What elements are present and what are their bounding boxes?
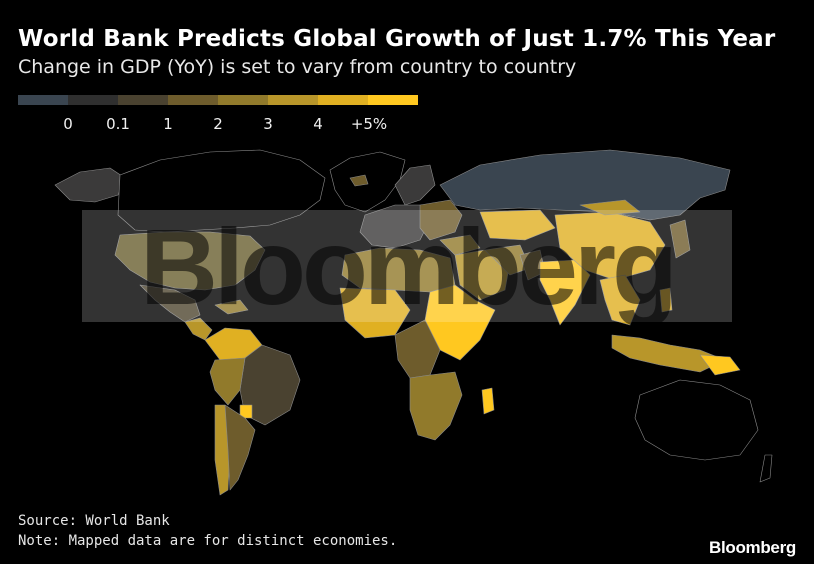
legend-swatch (318, 95, 368, 105)
legend-swatch (68, 95, 118, 105)
region-indonesia (611, 334, 726, 373)
region-new-zealand (759, 454, 773, 483)
chart-title: World Bank Predicts Global Growth of Jus… (18, 26, 776, 52)
watermark-panel: Bloomberg (82, 205, 732, 327)
region-iceland (349, 174, 369, 187)
footnote: Note: Mapped data are for distinct econo… (18, 533, 398, 549)
region-mongolia (579, 199, 641, 216)
region-mexico (139, 284, 201, 323)
region-madagascar (481, 387, 495, 415)
region-eastern-europe (419, 199, 463, 241)
region-peru-bolivia (209, 357, 246, 406)
legend-label: 0.1 (106, 115, 130, 133)
region-alaska (54, 167, 126, 203)
region-southeast-asia (599, 274, 641, 326)
legend-label: 2 (213, 115, 223, 133)
legend-swatch (268, 95, 318, 105)
region-korea-japan (669, 219, 691, 259)
region-usa (114, 231, 266, 291)
region-central-america (184, 317, 213, 341)
region-western-europe (359, 204, 431, 249)
region-papua (699, 354, 741, 376)
legend-labels: 0 0.1 1 2 3 4 +5% (18, 115, 438, 133)
legend-label: +5% (350, 115, 388, 133)
legend-label: 4 (313, 115, 323, 133)
legend-color-scale (18, 95, 418, 105)
chart-subtitle: Change in GDP (YoY) is set to vary from … (18, 56, 577, 78)
watermark-text: Bloomberg (139, 205, 678, 327)
legend-swatch (18, 95, 68, 105)
region-canada (117, 149, 326, 233)
region-argentina (224, 404, 256, 491)
region-philippines (659, 287, 673, 313)
bloomberg-logo: Bloomberg (708, 538, 796, 557)
region-china (554, 211, 666, 281)
legend-swatch (118, 95, 168, 105)
region-brazil (239, 344, 301, 426)
region-paraguay (239, 404, 253, 419)
legend-label: 3 (263, 115, 273, 133)
region-kazakhstan (479, 209, 556, 241)
legend-label: 1 (163, 115, 173, 133)
region-australia (634, 379, 759, 461)
legend-label: 0 (63, 115, 73, 133)
world-choropleth-map (54, 149, 773, 496)
legend-swatch (368, 95, 418, 105)
source-note: Source: World Bank (18, 513, 170, 529)
region-russia (439, 149, 731, 221)
region-caribbean (214, 299, 249, 315)
region-turkey (439, 234, 481, 256)
legend-swatch (168, 95, 218, 105)
legend-swatch (218, 95, 268, 105)
region-southern-africa (409, 371, 463, 441)
